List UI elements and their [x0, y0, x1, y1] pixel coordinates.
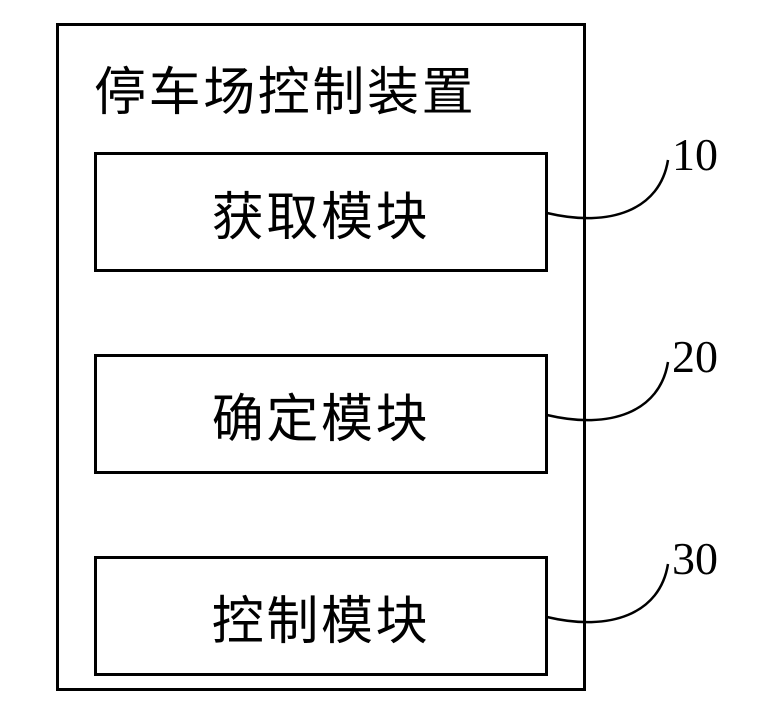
callout-path-30: [547, 564, 668, 622]
callout-curve-30: [0, 0, 764, 717]
callout-number-30: 30: [672, 532, 718, 585]
